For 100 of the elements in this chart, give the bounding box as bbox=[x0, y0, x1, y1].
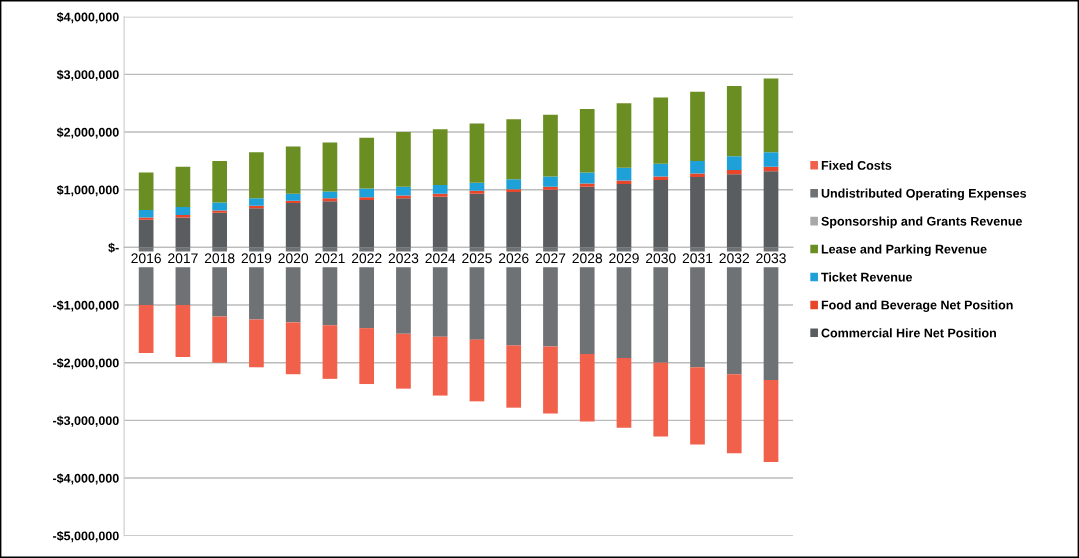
bar bbox=[690, 367, 705, 445]
bar bbox=[432, 193, 448, 197]
x-tick-label: 2033 bbox=[756, 253, 786, 264]
bar bbox=[726, 374, 742, 454]
x-tick-label: 2020 bbox=[278, 253, 309, 264]
x-tick-label: 2030 bbox=[645, 253, 676, 264]
bar bbox=[212, 160, 228, 203]
bar bbox=[469, 193, 485, 248]
bar bbox=[616, 103, 632, 168]
bar bbox=[175, 305, 191, 357]
x-tick-label: 2021 bbox=[315, 253, 345, 264]
x-tick-label: 2017 bbox=[168, 253, 198, 264]
y-tick-label: -$4,000,000 bbox=[53, 473, 119, 485]
bar bbox=[616, 180, 632, 184]
bar bbox=[506, 179, 522, 190]
bar bbox=[396, 132, 411, 187]
bar bbox=[469, 339, 485, 402]
legend-label: Fixed Costs bbox=[821, 160, 892, 170]
bar bbox=[359, 137, 375, 189]
bar bbox=[616, 167, 632, 181]
bar bbox=[359, 200, 375, 248]
y-tick-label: $4,000,000 bbox=[56, 11, 119, 24]
x-tick-label: 2032 bbox=[719, 253, 750, 264]
x-tick-label: 2019 bbox=[241, 253, 272, 264]
bar bbox=[543, 189, 558, 248]
bar bbox=[653, 179, 669, 248]
bar bbox=[212, 202, 228, 211]
bar bbox=[690, 91, 705, 161]
bar bbox=[285, 193, 301, 201]
bar bbox=[543, 346, 558, 414]
bar bbox=[322, 142, 338, 192]
bar bbox=[543, 176, 558, 187]
bar bbox=[616, 358, 632, 428]
bar bbox=[616, 183, 632, 248]
bar bbox=[579, 172, 595, 184]
bar bbox=[322, 191, 338, 199]
y-tick-label: -$1,000,000 bbox=[53, 300, 119, 312]
bar bbox=[432, 336, 448, 396]
bar bbox=[579, 186, 595, 248]
bar bbox=[690, 160, 705, 174]
bar bbox=[249, 319, 264, 368]
bar bbox=[175, 166, 191, 208]
bar bbox=[249, 152, 264, 199]
legend-label: Food and Beverage Net Position bbox=[821, 300, 1013, 312]
bar bbox=[322, 325, 338, 379]
x-tick-label: 2024 bbox=[425, 253, 456, 264]
bar bbox=[506, 119, 522, 180]
bar bbox=[469, 190, 485, 194]
bar bbox=[432, 129, 448, 186]
bar bbox=[138, 305, 154, 353]
bar bbox=[543, 186, 558, 190]
bar bbox=[543, 114, 558, 177]
y-tick-label: $1,000,000 bbox=[56, 184, 119, 197]
bar bbox=[212, 316, 228, 363]
bar bbox=[726, 156, 742, 171]
x-tick-label: 2018 bbox=[204, 253, 235, 264]
x-tick-label: 2016 bbox=[131, 253, 161, 264]
bar bbox=[432, 185, 448, 194]
bar bbox=[653, 97, 669, 164]
legend-label: Sponsorship and Grants Revenue bbox=[821, 216, 1023, 229]
bar bbox=[359, 188, 375, 198]
bar bbox=[690, 177, 705, 248]
bar bbox=[726, 85, 742, 157]
bar bbox=[506, 189, 522, 193]
bar bbox=[285, 322, 301, 375]
y-tick-label: -$2,000,000 bbox=[53, 357, 119, 370]
bar bbox=[396, 186, 411, 196]
bar bbox=[653, 362, 669, 437]
bar bbox=[726, 174, 742, 248]
x-tick-label: 2027 bbox=[535, 253, 566, 264]
y-tick-label: $2,000,000 bbox=[56, 127, 119, 139]
bar bbox=[432, 196, 448, 248]
x-tick-label: 2025 bbox=[462, 253, 492, 264]
bar bbox=[396, 198, 411, 248]
bar bbox=[359, 328, 375, 385]
bar bbox=[506, 345, 522, 408]
bar bbox=[285, 146, 301, 194]
bar bbox=[249, 198, 264, 206]
x-tick-label: 2023 bbox=[388, 253, 419, 264]
bar bbox=[579, 109, 595, 173]
bar bbox=[763, 171, 779, 248]
bar bbox=[212, 210, 228, 213]
bar bbox=[322, 201, 338, 248]
bar bbox=[138, 217, 154, 220]
bar bbox=[138, 172, 154, 210]
bar bbox=[396, 333, 411, 389]
bar bbox=[138, 219, 154, 248]
x-tick-label: 2028 bbox=[572, 253, 603, 264]
y-tick-label: -$5,000,000 bbox=[53, 530, 119, 543]
y-tick-label: $- bbox=[108, 242, 119, 253]
bar bbox=[175, 217, 191, 248]
bar bbox=[763, 380, 779, 462]
bar bbox=[249, 208, 264, 248]
x-tick-label: 2026 bbox=[498, 253, 529, 264]
bar bbox=[322, 198, 338, 202]
bar bbox=[285, 202, 301, 248]
bar bbox=[469, 182, 485, 191]
bar bbox=[763, 78, 779, 153]
legend-label: Lease and Parking Revenue bbox=[821, 244, 987, 257]
legend-label: Undistributed Operating Expenses bbox=[821, 188, 1027, 201]
